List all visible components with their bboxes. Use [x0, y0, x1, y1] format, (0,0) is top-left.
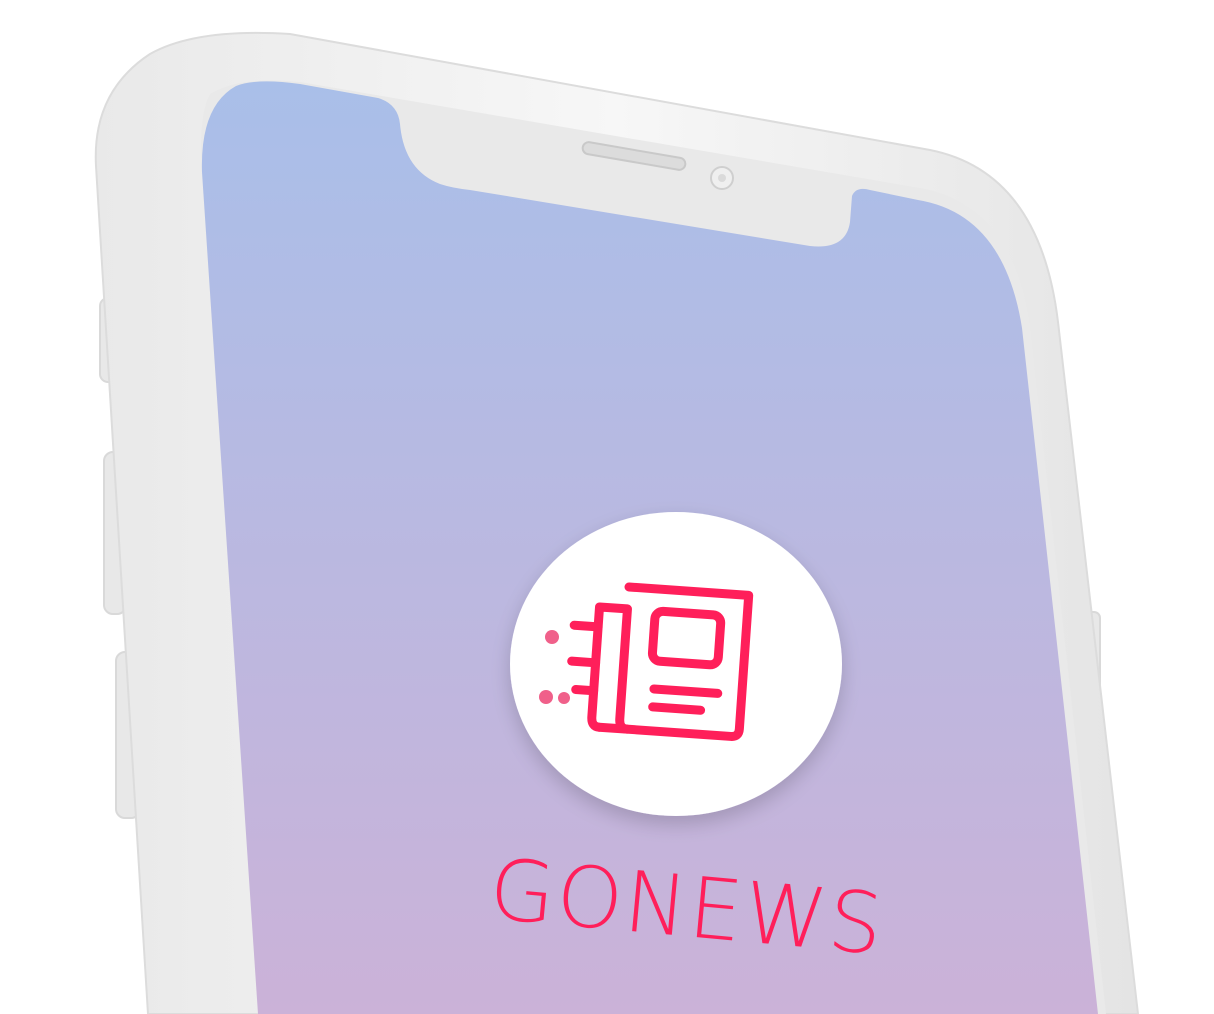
speed-dots [539, 630, 570, 704]
newspaper-icon [567, 582, 754, 741]
speaker-grille [581, 141, 687, 171]
notch [581, 141, 734, 190]
